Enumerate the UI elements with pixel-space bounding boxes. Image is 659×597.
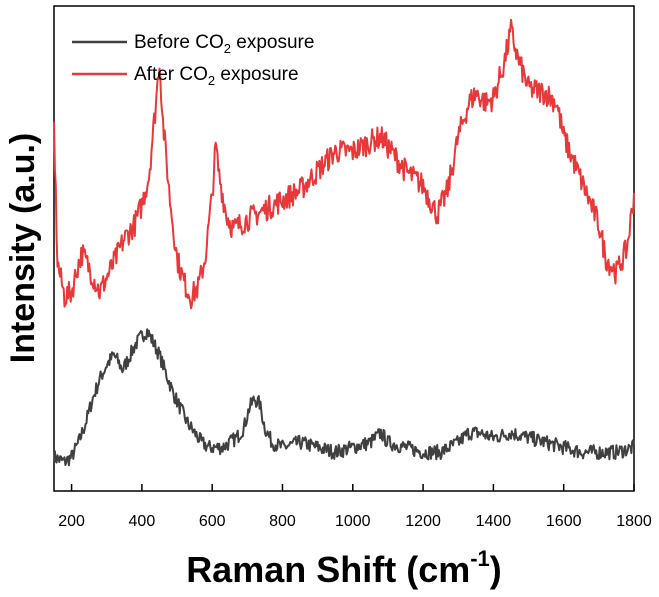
x-tick-label: 1600 — [546, 513, 582, 530]
x-axis-ticks: 200 400 600 800 1000 1200 1400 1600 1800 — [58, 484, 652, 530]
series-line-after — [53, 18, 635, 310]
legend-label-before: Before CO2 exposure — [134, 32, 314, 56]
series-layer — [53, 18, 635, 467]
x-tick-label: 800 — [269, 513, 296, 530]
x-axis-title: Raman Shift (cm-1) — [186, 546, 502, 590]
x-tick-label: 1400 — [476, 513, 512, 530]
x-tick-label: 200 — [58, 513, 85, 530]
x-tick-label: 600 — [199, 513, 226, 530]
y-axis-title: Intensity (a.u.) — [4, 133, 42, 363]
series-line-before — [53, 328, 635, 467]
plot-frame — [53, 5, 635, 492]
x-tick-label: 1200 — [405, 513, 441, 530]
x-tick-label: 400 — [129, 513, 156, 530]
legend: Before CO2 exposure After CO2 exposure — [72, 32, 314, 88]
x-tick-label: 1800 — [616, 513, 652, 530]
legend-label-after: After CO2 exposure — [134, 64, 299, 88]
x-tick-label: 1000 — [335, 513, 371, 530]
